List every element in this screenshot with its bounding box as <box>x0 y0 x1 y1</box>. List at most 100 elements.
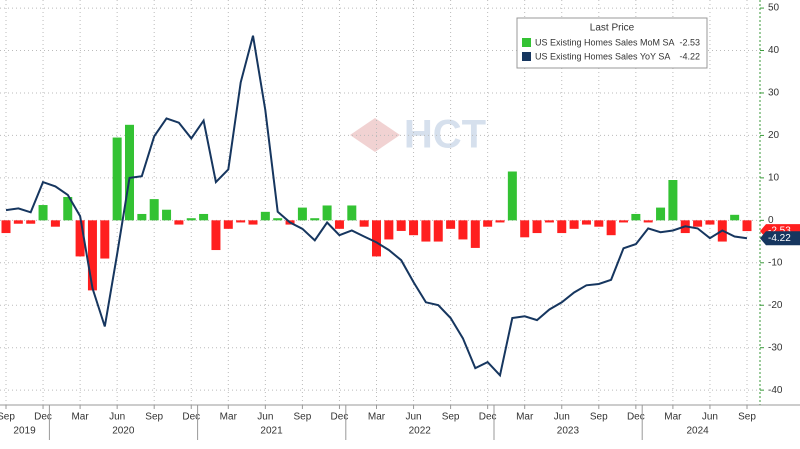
year-label: 2024 <box>686 426 709 437</box>
bar <box>730 214 740 221</box>
x-tick-label: Jun <box>405 412 421 423</box>
bar <box>297 207 307 221</box>
bar <box>63 196 73 221</box>
bar <box>149 199 159 221</box>
bar <box>137 213 147 221</box>
bar <box>668 180 678 221</box>
bar <box>433 220 443 242</box>
bar <box>1 220 11 234</box>
x-tick-label: Mar <box>368 412 386 423</box>
bar <box>396 220 406 231</box>
x-tick-label: Mar <box>71 412 89 423</box>
x-tick-label: Sep <box>738 412 756 423</box>
bar <box>186 218 196 221</box>
bar <box>223 220 233 229</box>
bar <box>322 205 332 221</box>
bar <box>310 218 320 221</box>
watermark-logo <box>350 118 400 152</box>
x-tick-label: Sep <box>0 412 15 423</box>
bar <box>421 220 431 242</box>
bar <box>211 220 221 251</box>
y-tick-label: 30 <box>768 88 780 99</box>
bar <box>693 220 703 227</box>
bar <box>199 213 209 221</box>
x-tick-label: Dec <box>182 412 200 423</box>
bar <box>470 220 480 248</box>
x-tick-label: Mar <box>664 412 682 423</box>
x-tick-label: Sep <box>294 412 312 423</box>
x-tick-label: Sep <box>590 412 608 423</box>
bar <box>594 220 604 227</box>
bar <box>260 211 270 221</box>
bar <box>347 205 357 221</box>
bar <box>631 213 641 221</box>
bar <box>520 220 530 238</box>
y-tick-label: -10 <box>768 257 783 268</box>
x-tick-label: Dec <box>479 412 497 423</box>
bar <box>112 137 122 221</box>
bar <box>26 220 36 224</box>
x-tick-label: Mar <box>220 412 238 423</box>
x-tick-label: Dec <box>34 412 52 423</box>
bar <box>643 220 653 223</box>
y-tick-label: -20 <box>768 300 783 311</box>
bar <box>409 220 419 236</box>
legend-label: US Existing Homes Sales YoY SA <box>535 51 670 61</box>
legend-swatch <box>522 52 531 61</box>
bar <box>557 220 567 234</box>
bar <box>483 220 493 227</box>
bar <box>656 207 666 221</box>
bar <box>532 220 542 234</box>
bar <box>13 220 23 224</box>
bar <box>446 220 456 229</box>
bar <box>50 220 60 227</box>
line <box>5 35 748 378</box>
x-tick-label: Mar <box>516 412 534 423</box>
legend-value: -4.22 <box>679 51 700 61</box>
y-tick-label: 20 <box>768 130 780 141</box>
bar <box>495 220 505 223</box>
bar <box>100 220 110 259</box>
bar <box>384 220 394 240</box>
bar <box>742 220 752 232</box>
y-tick-label: -30 <box>768 342 783 353</box>
legend-label: US Existing Homes Sales MoM SA <box>535 37 675 47</box>
bar <box>581 220 591 225</box>
year-label: 2019 <box>13 426 36 437</box>
bar <box>38 205 48 221</box>
bar <box>174 220 184 225</box>
y-tick-label: 0 <box>768 215 774 226</box>
legend-swatch <box>522 38 531 47</box>
last-value-label: -2.53 <box>768 226 791 237</box>
bar <box>125 124 134 221</box>
watermark: HCT <box>404 113 486 157</box>
y-tick-label: 50 <box>768 3 780 14</box>
x-tick-label: Sep <box>442 412 460 423</box>
bar <box>87 220 97 291</box>
bar <box>273 218 283 221</box>
last-value-tag <box>760 231 800 246</box>
bar <box>569 220 579 229</box>
x-tick-label: Jun <box>257 412 273 423</box>
legend-title: Last Price <box>590 23 635 34</box>
bar <box>248 220 258 225</box>
bar <box>75 220 85 257</box>
y-tick-label: 40 <box>768 45 780 56</box>
year-label: 2022 <box>409 426 432 437</box>
y-tick-label: 10 <box>768 173 780 184</box>
last-value-label: -4.22 <box>768 233 791 244</box>
bar <box>334 220 344 229</box>
x-tick-label: Jun <box>554 412 570 423</box>
year-label: 2020 <box>112 426 135 437</box>
bar <box>372 220 381 257</box>
bar <box>359 220 369 227</box>
bar <box>544 220 554 223</box>
legend-box <box>516 17 708 69</box>
legend-value: -2.53 <box>679 37 700 47</box>
bar <box>606 220 616 236</box>
bar <box>236 220 246 223</box>
year-label: 2021 <box>260 426 283 437</box>
bar <box>507 171 517 221</box>
bar <box>458 220 468 240</box>
